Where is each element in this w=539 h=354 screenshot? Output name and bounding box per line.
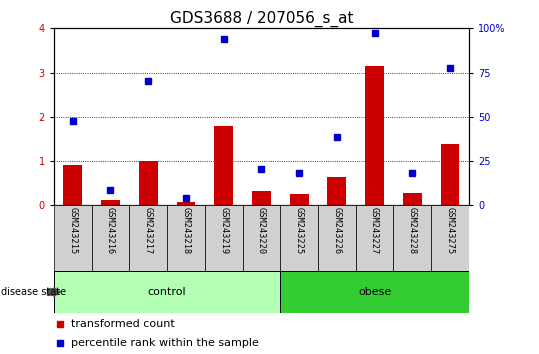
- Text: transformed count: transformed count: [71, 319, 174, 329]
- Text: GSM243218: GSM243218: [182, 207, 190, 255]
- Bar: [129, 205, 167, 271]
- Bar: [205, 205, 243, 271]
- Text: obese: obese: [358, 287, 391, 297]
- Bar: [252, 191, 271, 205]
- Text: GSM243219: GSM243219: [219, 207, 228, 255]
- Bar: [176, 202, 195, 205]
- Bar: [403, 193, 421, 205]
- Text: GSM243216: GSM243216: [106, 207, 115, 255]
- Bar: [54, 205, 92, 271]
- Bar: [290, 194, 308, 205]
- Bar: [243, 205, 280, 271]
- Text: GSM243220: GSM243220: [257, 207, 266, 255]
- Bar: [280, 205, 318, 271]
- Bar: [215, 126, 233, 205]
- Text: GSM243225: GSM243225: [295, 207, 303, 255]
- Text: GSM243275: GSM243275: [446, 207, 454, 255]
- Bar: [139, 161, 157, 205]
- Bar: [431, 205, 469, 271]
- Bar: [64, 166, 82, 205]
- Bar: [440, 144, 459, 205]
- Bar: [318, 205, 356, 271]
- Text: disease state: disease state: [1, 287, 66, 297]
- Bar: [101, 200, 120, 205]
- Text: control: control: [148, 287, 186, 297]
- Title: GDS3688 / 207056_s_at: GDS3688 / 207056_s_at: [170, 11, 353, 27]
- Bar: [280, 271, 469, 313]
- Bar: [92, 205, 129, 271]
- Text: GSM243226: GSM243226: [333, 207, 341, 255]
- Text: percentile rank within the sample: percentile rank within the sample: [71, 338, 258, 348]
- Text: GSM243227: GSM243227: [370, 207, 379, 255]
- Bar: [328, 177, 347, 205]
- Bar: [54, 271, 280, 313]
- Bar: [167, 205, 205, 271]
- Text: GSM243215: GSM243215: [68, 207, 77, 255]
- Text: GSM243228: GSM243228: [408, 207, 417, 255]
- Bar: [365, 66, 384, 205]
- Text: GSM243217: GSM243217: [144, 207, 153, 255]
- Bar: [356, 205, 393, 271]
- Bar: [393, 205, 431, 271]
